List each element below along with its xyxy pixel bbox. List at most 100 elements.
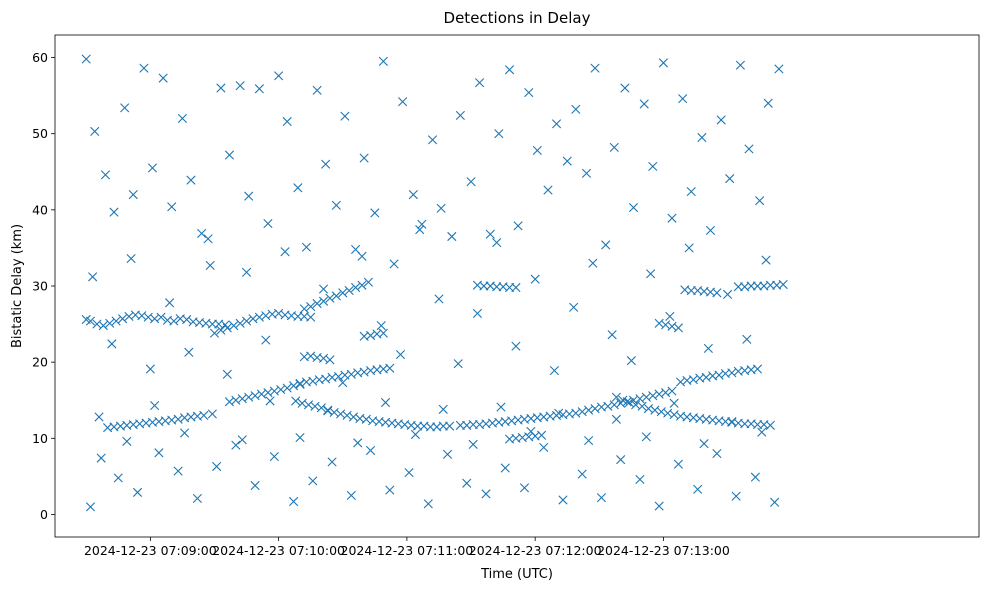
- data-point: [744, 144, 754, 154]
- data-point: [385, 363, 395, 373]
- data-point: [673, 459, 683, 469]
- data-point: [752, 281, 763, 291]
- data-point: [496, 402, 506, 412]
- data-point: [581, 168, 592, 178]
- data-point: [571, 104, 581, 114]
- data-point: [468, 420, 478, 430]
- data-point: [312, 298, 322, 309]
- data-point: [577, 469, 587, 479]
- data-point: [765, 280, 775, 290]
- data-point: [173, 466, 183, 476]
- data-point: [351, 282, 361, 293]
- data-point: [750, 472, 760, 482]
- data-point: [611, 414, 622, 424]
- data-point: [740, 419, 750, 429]
- data-point: [616, 455, 626, 465]
- data-point: [126, 253, 136, 264]
- data-point: [98, 321, 108, 331]
- data-point: [611, 392, 622, 402]
- data-point: [485, 229, 495, 239]
- data-point: [607, 330, 617, 340]
- data-point: [398, 97, 408, 107]
- data-point: [519, 483, 530, 493]
- data-point: [139, 63, 149, 73]
- data-point: [646, 269, 656, 279]
- data-point: [705, 225, 716, 235]
- data-point: [468, 439, 478, 449]
- data-point: [554, 408, 564, 418]
- data-point: [733, 282, 743, 292]
- x-tick-label: 2024-12-23 07:10:00: [212, 543, 345, 558]
- data-point: [466, 177, 476, 187]
- data-point: [742, 334, 752, 344]
- data-point: [357, 280, 367, 290]
- data-point: [147, 163, 158, 173]
- data-point: [192, 493, 202, 504]
- data-point: [479, 281, 489, 291]
- data-point: [357, 251, 367, 261]
- data-point: [678, 94, 688, 104]
- data-point: [207, 319, 217, 329]
- data-point: [637, 401, 647, 411]
- data-point: [107, 339, 117, 349]
- data-point: [316, 403, 326, 413]
- data-point: [412, 421, 423, 431]
- data-point: [117, 314, 128, 324]
- y-tick-label: 20: [32, 355, 48, 370]
- data-point: [229, 321, 239, 331]
- data-point: [530, 274, 540, 284]
- data-point: [427, 135, 438, 145]
- data-point: [216, 325, 226, 335]
- data-point: [85, 316, 96, 326]
- data-point: [601, 240, 611, 250]
- data-point: [686, 186, 696, 197]
- data-point: [363, 277, 374, 287]
- data-point: [306, 301, 316, 312]
- data-point: [365, 445, 376, 456]
- data-point: [299, 304, 309, 314]
- data-point: [265, 396, 275, 406]
- data-point: [590, 63, 600, 73]
- data-point: [346, 490, 356, 501]
- data-point: [684, 243, 694, 253]
- data-point: [250, 480, 260, 491]
- y-tick-label: 50: [32, 126, 48, 141]
- data-point: [261, 335, 271, 345]
- data-point: [481, 489, 491, 499]
- data-point: [618, 395, 628, 405]
- data-point: [96, 453, 106, 463]
- data-point: [282, 116, 292, 127]
- y-axis-ticks: 0 10 20 30 40 50 60: [32, 50, 55, 522]
- data-point: [231, 440, 241, 450]
- data-point: [712, 448, 722, 459]
- data-point: [654, 501, 664, 511]
- data-point: [511, 341, 521, 351]
- data-point: [205, 260, 215, 271]
- data-point: [389, 259, 399, 269]
- data-point: [588, 258, 598, 268]
- data-point: [693, 484, 703, 494]
- data-point: [199, 410, 209, 421]
- data-point: [254, 84, 264, 94]
- data-point: [207, 409, 217, 419]
- data-point: [244, 191, 254, 201]
- data-point: [301, 242, 312, 252]
- data-point: [725, 174, 735, 184]
- data-point: [639, 99, 649, 109]
- data-point: [410, 429, 421, 440]
- data-point: [295, 432, 305, 443]
- data-point: [289, 496, 299, 507]
- data-point: [492, 238, 502, 248]
- x-tick-label: 2024-12-23 07:13:00: [597, 543, 730, 558]
- data-point: [282, 383, 292, 393]
- data-point: [274, 71, 284, 81]
- data-point: [562, 156, 572, 166]
- data-point: [703, 343, 713, 354]
- data-point: [327, 457, 337, 467]
- data-point: [641, 432, 651, 442]
- data-point: [179, 428, 190, 438]
- data-point: [325, 355, 335, 365]
- data-point: [697, 132, 707, 143]
- data-point: [526, 426, 536, 437]
